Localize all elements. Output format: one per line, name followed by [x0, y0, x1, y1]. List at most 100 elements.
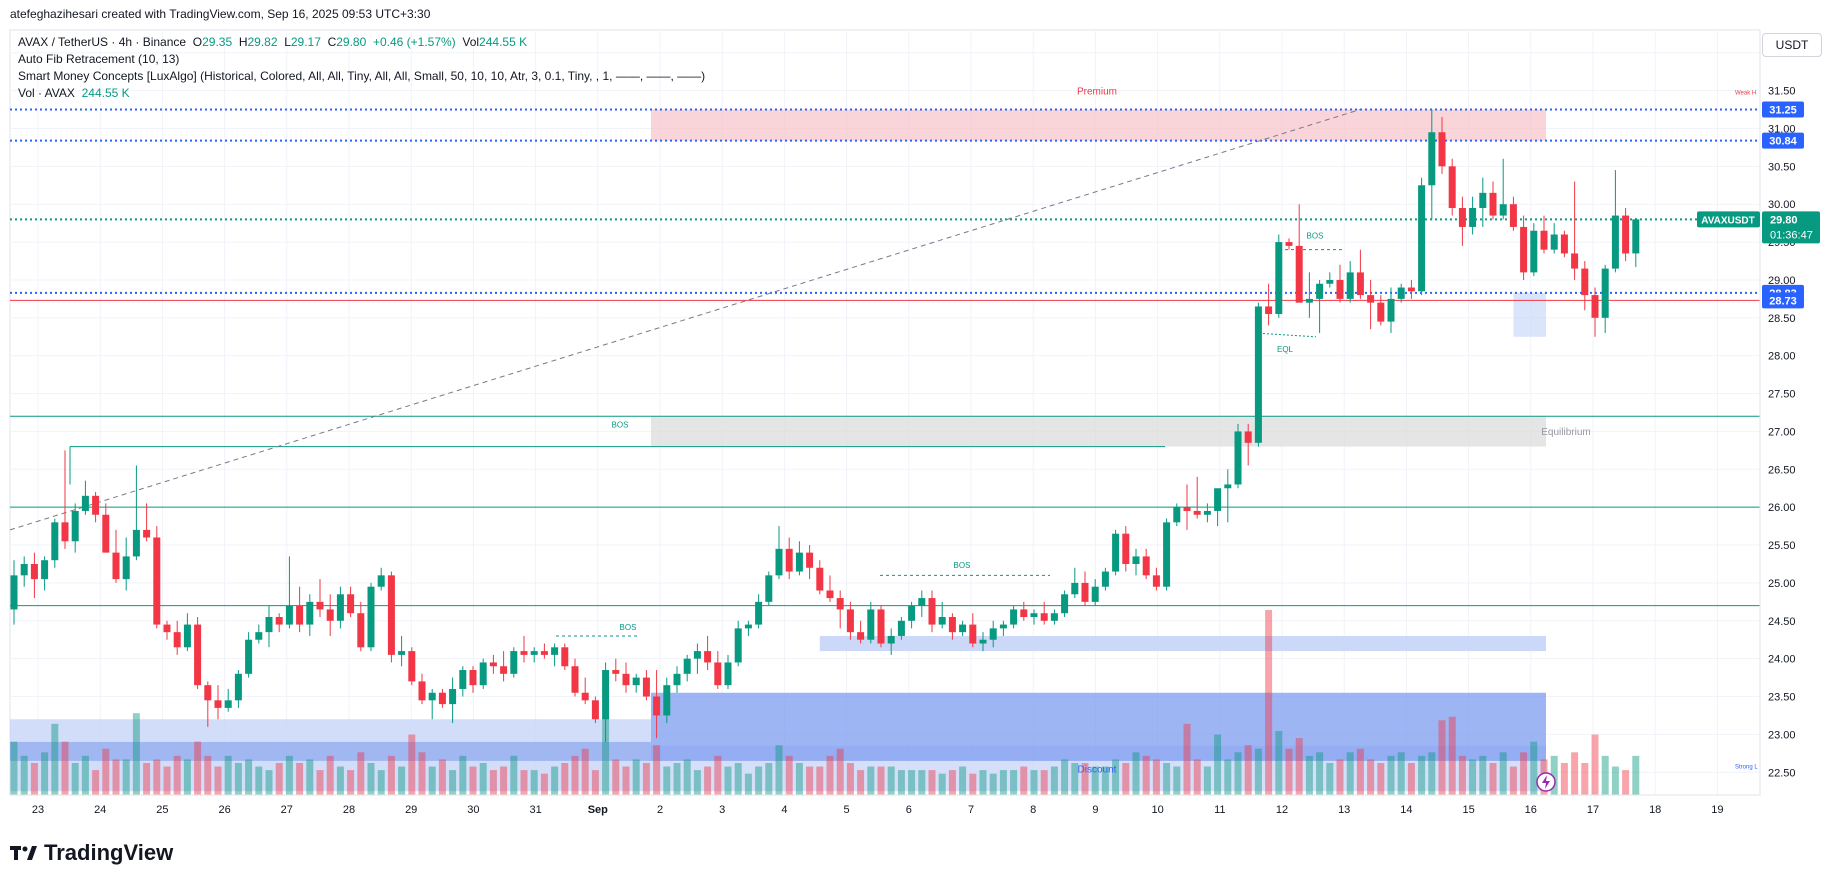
- y-tick-label: 26.00: [1768, 502, 1796, 514]
- indicator-fib[interactable]: Auto Fib Retracement (10, 13): [18, 52, 180, 66]
- candle-body: [112, 552, 120, 580]
- volume-bar: [816, 766, 824, 795]
- y-tick-label: 30.00: [1768, 199, 1796, 211]
- tradingview-logo: TradingView: [10, 840, 173, 866]
- x-tick-label: 18: [1649, 804, 1661, 816]
- volume-bar: [306, 759, 314, 795]
- volume-bar: [92, 770, 100, 795]
- volume-bar: [826, 755, 834, 795]
- candle-body: [489, 662, 497, 667]
- candle-body: [765, 575, 773, 602]
- candle-body: [1479, 192, 1487, 208]
- smc-zones: [10, 109, 1546, 792]
- volume-bar: [41, 752, 49, 795]
- candle-body: [1509, 204, 1517, 227]
- candle-body: [612, 670, 620, 674]
- volume-bar: [1234, 752, 1242, 795]
- candle-body: [1122, 533, 1130, 564]
- volume-bar: [245, 759, 253, 795]
- volume-bar: [1275, 730, 1283, 795]
- candle-body: [877, 609, 885, 644]
- volume-bar: [214, 766, 222, 795]
- candle-body: [224, 700, 232, 708]
- candle-body: [683, 658, 691, 674]
- y-tick-label: 24.00: [1768, 654, 1796, 666]
- candle-body: [734, 628, 742, 663]
- candle-body: [632, 677, 640, 686]
- candle-body: [398, 651, 406, 655]
- volume-bar: [285, 755, 293, 795]
- candle-body: [908, 605, 916, 621]
- candle-body: [918, 598, 926, 606]
- volume-bar: [1020, 766, 1028, 795]
- volume-bar: [1183, 723, 1191, 795]
- symbol-label[interactable]: AVAX / TetherUS · 4h · Binance: [18, 35, 187, 49]
- currency-button[interactable]: USDT: [1762, 33, 1822, 57]
- volume-bar: [1112, 759, 1120, 795]
- candle-body: [347, 594, 355, 614]
- high-label: H: [238, 35, 248, 49]
- y-tick-label: 29.00: [1768, 275, 1796, 287]
- x-tick-label: 29: [405, 804, 417, 816]
- y-tick-label: 23.00: [1768, 729, 1796, 741]
- candle-body: [887, 635, 895, 644]
- volume-bar: [775, 745, 783, 795]
- indicator-volume[interactable]: Vol · AVAX: [18, 86, 75, 100]
- y-tick-label: 26.50: [1768, 464, 1796, 476]
- candle-body: [663, 685, 671, 716]
- volume-bar: [1061, 759, 1069, 795]
- candle-body: [704, 651, 712, 663]
- candle-body: [999, 624, 1007, 629]
- level-price-text: 31.25: [1769, 105, 1797, 117]
- level-price-text: 28.73: [1769, 295, 1797, 307]
- low-value: 29.17: [290, 35, 321, 49]
- candle-body: [449, 688, 457, 705]
- candle-body: [1030, 613, 1038, 618]
- volume-bar: [1458, 755, 1466, 795]
- volume-bar: [1530, 741, 1538, 795]
- candle-body: [418, 681, 426, 701]
- volume-bar: [1152, 759, 1160, 795]
- candle-body: [1183, 507, 1191, 511]
- candle-body: [1489, 192, 1497, 216]
- volume-bar: [744, 773, 752, 795]
- volume-bar: [173, 755, 181, 795]
- open-label: O: [192, 35, 203, 49]
- candle-body: [1050, 613, 1058, 621]
- volume-bar: [530, 770, 538, 795]
- candle-body: [214, 700, 222, 708]
- volume-bar: [1377, 762, 1385, 795]
- volume-bar: [1203, 766, 1211, 795]
- volume-bar: [765, 762, 773, 795]
- candle-body: [1336, 279, 1344, 299]
- volume-bar: [1509, 766, 1517, 795]
- volume-bar: [908, 770, 916, 795]
- volume-bar: [1632, 755, 1640, 795]
- volume-bar: [1254, 748, 1262, 795]
- indicator-smc[interactable]: Smart Money Concepts [LuxAlgo] (Historic…: [18, 69, 706, 83]
- volume-bar: [1295, 738, 1303, 795]
- candle-body: [581, 692, 589, 701]
- volume-bar: [561, 762, 569, 795]
- strong-low-label: Strong L: [1735, 764, 1758, 770]
- annotation-label: Discount: [1078, 764, 1117, 775]
- volume-bar: [1265, 610, 1273, 795]
- candle-body: [724, 662, 732, 686]
- candle-body: [826, 590, 834, 599]
- candle-body: [1203, 510, 1211, 515]
- candle-body: [377, 575, 385, 587]
- x-tick-label: 30: [467, 804, 479, 816]
- volume-bar: [1428, 752, 1436, 795]
- candle-body: [979, 639, 987, 644]
- candle-body: [1387, 298, 1395, 322]
- volume-value: 244.55 K: [81, 86, 130, 100]
- candle-body: [296, 605, 304, 625]
- candle-body: [1305, 298, 1313, 303]
- volume-bar: [500, 766, 508, 795]
- y-tick-label: 28.00: [1768, 351, 1796, 363]
- volume-bar: [112, 759, 120, 795]
- fib-trend-line: [9, 109, 1361, 531]
- change-value: +0.46 (+1.57%): [372, 35, 456, 49]
- x-tick-label: 7: [968, 804, 974, 816]
